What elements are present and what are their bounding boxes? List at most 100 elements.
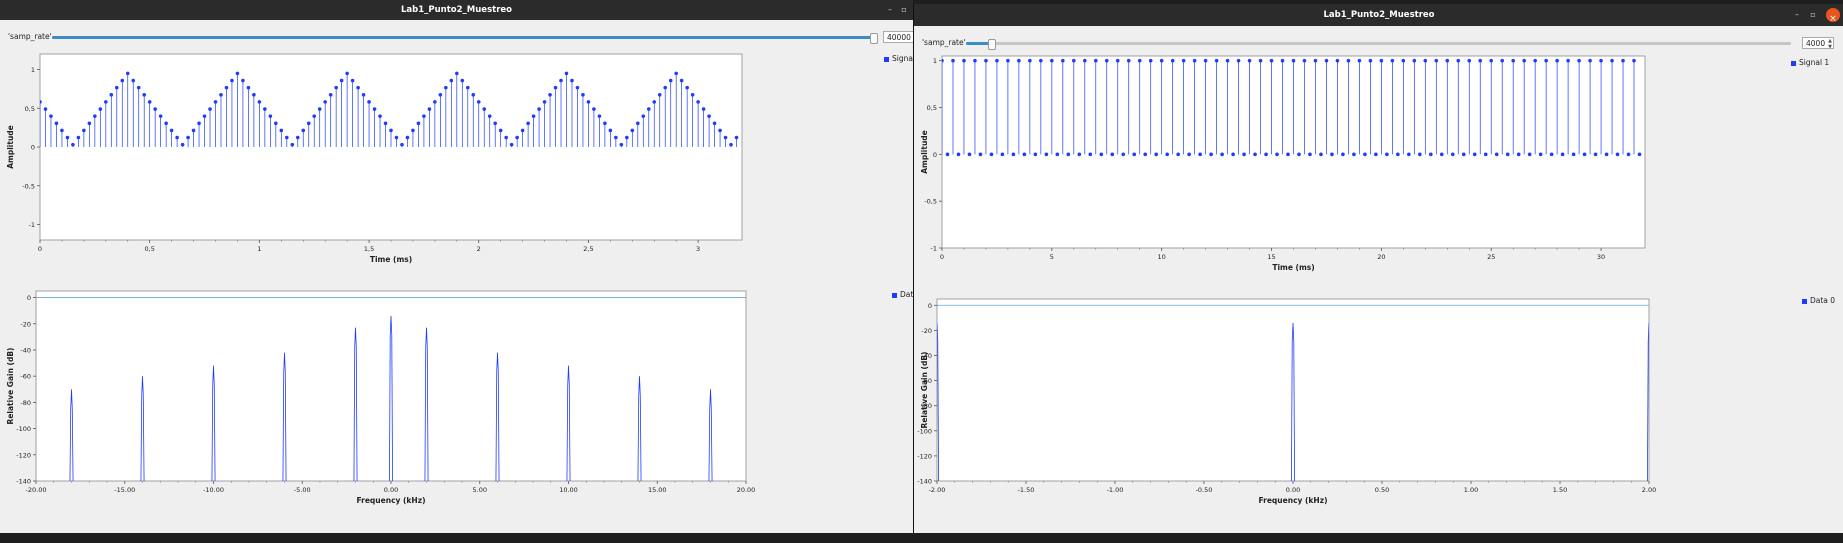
stem-point <box>1472 152 1477 157</box>
minimize-icon[interactable]: – <box>888 5 892 14</box>
stem-point <box>548 92 552 97</box>
spectrum-peak <box>1291 322 1295 481</box>
slider-handle[interactable] <box>987 39 996 50</box>
stem-point <box>400 142 404 147</box>
x-tick-label: 25 <box>1487 253 1495 261</box>
close-icon[interactable]: × <box>1826 8 1840 24</box>
x-tick-label: -1.50 <box>1018 486 1035 494</box>
spectrum-peak <box>282 352 287 481</box>
stem-point <box>542 100 547 104</box>
spectrum-peak <box>424 327 429 481</box>
stem-point <box>1077 152 1082 157</box>
stem-point <box>274 121 278 126</box>
stem-point <box>219 92 223 97</box>
x-tick-label: 0,5 <box>145 245 155 253</box>
stem-point <box>284 135 289 140</box>
stem-point <box>1297 152 1301 157</box>
legend-swatch <box>884 56 889 62</box>
samp-rate-label: 'samp_rate' <box>8 32 52 41</box>
stem-point <box>444 85 448 90</box>
stem-point <box>635 121 640 126</box>
plot-series <box>36 297 746 481</box>
samp-rate-spinbox[interactable]: 4000 ▲ ▼ <box>1802 37 1834 50</box>
stem-point <box>690 92 695 97</box>
stem-point <box>1588 58 1592 63</box>
stem-point <box>180 142 185 147</box>
stem-point <box>49 114 53 118</box>
minimize-icon[interactable]: – <box>1795 10 1799 19</box>
stem-point <box>301 128 306 133</box>
stem-point <box>328 92 333 97</box>
time-legend[interactable]: Signal 1 <box>1791 58 1829 67</box>
stem-point <box>235 71 240 76</box>
time-legend[interactable]: Signal <box>884 54 913 63</box>
stem-point <box>509 142 514 147</box>
stem-point <box>553 85 558 90</box>
maximize-icon[interactable]: ▫ <box>1810 10 1816 19</box>
x-tick-label: 2 <box>477 245 481 253</box>
y-tick-label: -120 <box>16 451 31 459</box>
stem-point <box>383 121 388 126</box>
frequency-plot[interactable]: 0 -20 -40 -60 -80 -100 -120 -140-20.00 -15.00 -10… <box>0 283 913 531</box>
samp-rate-spinbox[interactable]: 40000 <box>883 31 913 43</box>
freq-legend[interactable]: Data 0 <box>1802 296 1835 305</box>
stem-point <box>1039 58 1043 63</box>
time-plot[interactable]: -1 -0,5 0 0,5 1 0 0,5 1 1,5 2 2,5 3 Time (ms) Amplitu… <box>0 50 913 282</box>
x-tick-label: 1.00 <box>1464 486 1478 494</box>
y-tick-label: 0,5 <box>927 104 937 112</box>
stem-point <box>1104 58 1109 63</box>
stem-point <box>306 121 311 126</box>
frequency-plot[interactable]: 0 -20 -40 -60 -80 -100 -120 -140-2.00 -1.50 -1.00… <box>914 291 1843 531</box>
x-tick-label: 1,5 <box>364 245 374 253</box>
stem-point <box>1511 58 1515 63</box>
plot-series <box>937 304 1649 481</box>
y-tick-label: -140 <box>917 478 932 486</box>
stem-point <box>559 78 563 83</box>
stem-point <box>564 71 569 76</box>
window-titlebar[interactable]: Lab1_Punto2_Muestreo – ▫ × <box>914 4 1843 26</box>
x-axis-label: Time (ms) <box>370 255 412 264</box>
stem-point <box>295 135 300 140</box>
stem-point <box>476 100 481 104</box>
freq-legend[interactable]: Data <box>892 290 913 299</box>
stem-point <box>60 128 64 133</box>
stem-point <box>515 135 519 140</box>
stem-point <box>54 121 59 126</box>
stem-point <box>723 135 728 140</box>
stem-point <box>1500 58 1505 63</box>
samp-rate-slider[interactable] <box>966 39 1791 50</box>
plot-series <box>40 71 739 147</box>
stem-point <box>422 114 426 118</box>
stem-point <box>411 128 415 133</box>
stem-point <box>1555 58 1559 63</box>
stem-point <box>1423 58 1428 63</box>
stem-point <box>1538 152 1543 157</box>
stem-point <box>487 114 492 118</box>
stem-point <box>290 142 295 147</box>
stem-point <box>1192 58 1197 63</box>
x-tick-label: 0 <box>38 245 42 253</box>
slider-fill <box>52 36 873 39</box>
stem-point <box>1615 152 1620 157</box>
stem-point <box>1187 152 1191 157</box>
stem-point <box>1050 58 1054 63</box>
stem-point <box>104 100 108 104</box>
stem-point <box>1621 58 1625 63</box>
window-titlebar[interactable]: Lab1_Punto2_Muestreo – ▫ <box>0 0 913 20</box>
stem-point <box>1560 152 1565 157</box>
stem-point <box>372 107 377 111</box>
stem-point <box>1220 152 1224 157</box>
stem-point <box>142 92 147 97</box>
samp-rate-slider[interactable] <box>52 33 878 44</box>
stem-point <box>1571 152 1576 157</box>
spin-arrows-icon[interactable]: ▲ ▼ <box>1828 38 1832 50</box>
stem-point <box>1154 152 1158 157</box>
stem-point <box>1072 58 1076 63</box>
y-tick-label: -1 <box>931 245 937 253</box>
maximize-icon[interactable]: ▫ <box>901 5 907 14</box>
x-tick-label: -5.00 <box>294 486 311 494</box>
stem-point <box>1544 58 1548 63</box>
x-tick-label: 30 <box>1597 253 1605 261</box>
slider-handle[interactable] <box>869 33 878 44</box>
